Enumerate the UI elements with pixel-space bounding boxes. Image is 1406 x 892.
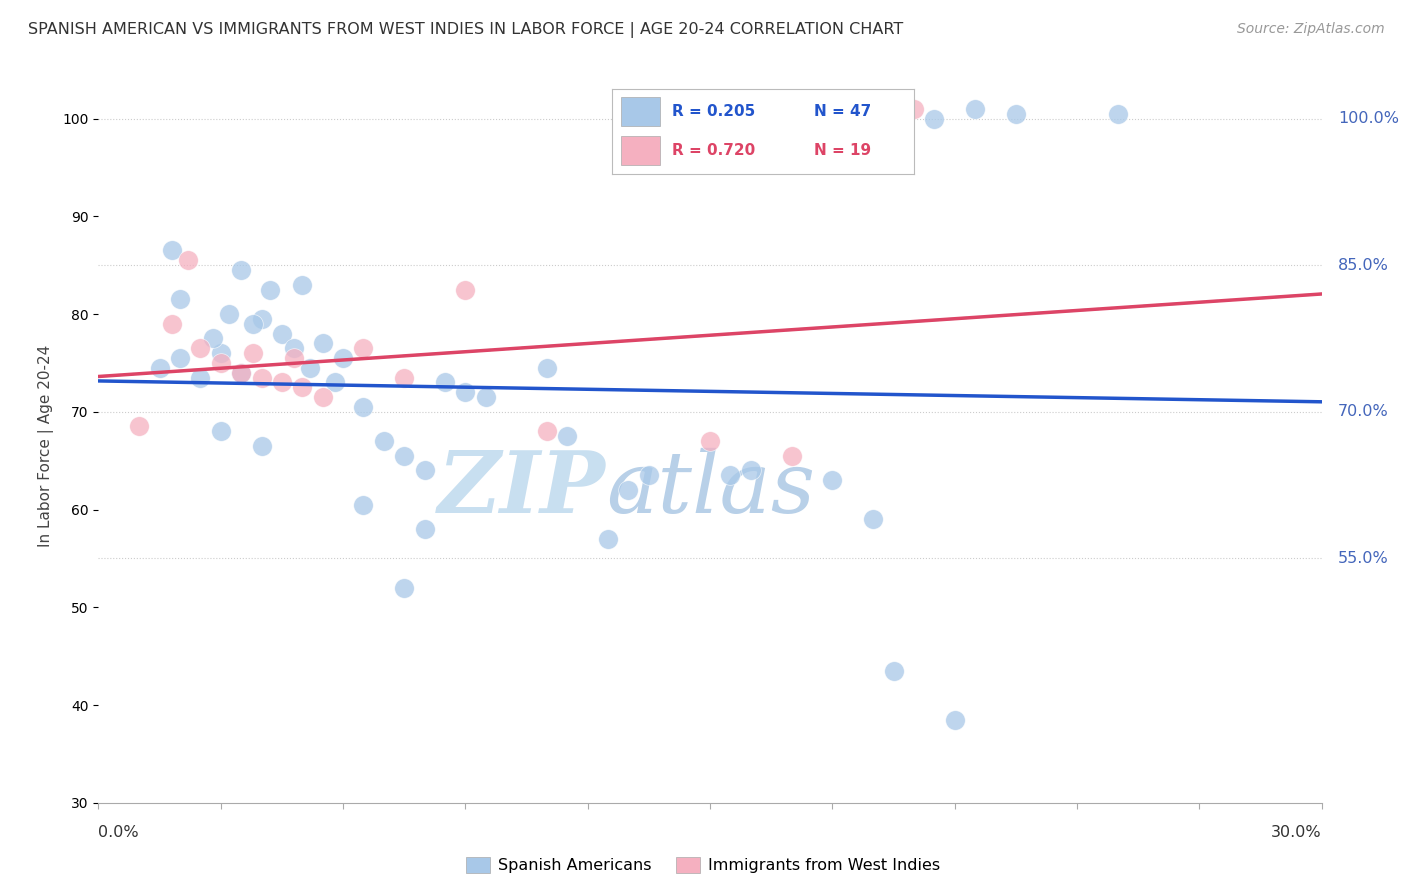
Point bbox=[231, 366, 253, 380]
Point bbox=[740, 463, 762, 477]
Y-axis label: In Labor Force | Age 20-24: In Labor Force | Age 20-24 bbox=[38, 345, 53, 547]
Point bbox=[242, 346, 264, 360]
Point bbox=[242, 317, 264, 331]
Point bbox=[883, 664, 905, 678]
Text: N = 47: N = 47 bbox=[814, 104, 872, 120]
Text: R = 0.205: R = 0.205 bbox=[672, 104, 755, 120]
Point bbox=[312, 390, 335, 404]
Point bbox=[392, 581, 416, 595]
Point bbox=[177, 253, 200, 268]
Point bbox=[413, 463, 436, 477]
Point bbox=[188, 341, 212, 355]
Point bbox=[555, 429, 579, 443]
Point bbox=[218, 307, 240, 321]
Point bbox=[209, 425, 232, 439]
Point bbox=[259, 283, 281, 297]
Point bbox=[922, 112, 945, 126]
Point bbox=[392, 449, 416, 463]
Point bbox=[270, 326, 294, 341]
Point bbox=[201, 331, 224, 345]
Point bbox=[332, 351, 354, 365]
Point bbox=[392, 370, 416, 384]
Point bbox=[312, 336, 335, 351]
Point bbox=[283, 351, 305, 365]
Point bbox=[1004, 106, 1026, 120]
Point bbox=[231, 263, 253, 277]
Point bbox=[231, 366, 253, 380]
Point bbox=[965, 102, 987, 116]
Point bbox=[699, 434, 721, 449]
Point bbox=[209, 346, 232, 360]
Point bbox=[352, 400, 374, 414]
Point bbox=[209, 356, 232, 370]
Text: R = 0.720: R = 0.720 bbox=[672, 143, 755, 158]
Point bbox=[433, 376, 456, 390]
Text: 100.0%: 100.0% bbox=[1339, 111, 1399, 126]
Text: N = 19: N = 19 bbox=[814, 143, 872, 158]
Point bbox=[291, 380, 314, 394]
Point bbox=[718, 468, 742, 483]
Point bbox=[160, 244, 183, 258]
Text: 0.0%: 0.0% bbox=[98, 825, 139, 840]
Point bbox=[299, 360, 322, 375]
Point bbox=[454, 283, 477, 297]
Text: 30.0%: 30.0% bbox=[1271, 825, 1322, 840]
Bar bbox=[620, 136, 659, 165]
Point bbox=[250, 312, 273, 326]
Text: atlas: atlas bbox=[606, 448, 815, 530]
Point bbox=[862, 512, 884, 526]
Point bbox=[270, 376, 294, 390]
Point bbox=[373, 434, 395, 449]
Point bbox=[637, 468, 661, 483]
Point bbox=[291, 277, 314, 292]
Text: ZIP: ZIP bbox=[439, 447, 606, 531]
Text: 55.0%: 55.0% bbox=[1339, 551, 1389, 566]
Point bbox=[413, 522, 436, 536]
Point bbox=[780, 449, 803, 463]
Text: 70.0%: 70.0% bbox=[1339, 404, 1389, 419]
Point bbox=[128, 419, 150, 434]
Point bbox=[352, 498, 374, 512]
Point bbox=[943, 713, 966, 727]
Point bbox=[250, 439, 273, 453]
Point bbox=[617, 483, 640, 497]
Point bbox=[454, 385, 477, 400]
Legend: Spanish Americans, Immigrants from West Indies: Spanish Americans, Immigrants from West … bbox=[460, 850, 946, 880]
Point bbox=[283, 341, 305, 355]
Point bbox=[169, 351, 191, 365]
Text: SPANISH AMERICAN VS IMMIGRANTS FROM WEST INDIES IN LABOR FORCE | AGE 20-24 CORRE: SPANISH AMERICAN VS IMMIGRANTS FROM WEST… bbox=[28, 22, 904, 38]
Point bbox=[352, 341, 374, 355]
Bar bbox=[620, 97, 659, 127]
Point bbox=[903, 102, 925, 116]
Point bbox=[169, 293, 191, 307]
Point bbox=[536, 425, 558, 439]
Point bbox=[536, 360, 558, 375]
Point bbox=[160, 317, 183, 331]
Point bbox=[596, 532, 619, 546]
Text: 85.0%: 85.0% bbox=[1339, 258, 1389, 273]
Point bbox=[1107, 106, 1129, 120]
Text: Source: ZipAtlas.com: Source: ZipAtlas.com bbox=[1237, 22, 1385, 37]
Point bbox=[188, 370, 212, 384]
Point bbox=[474, 390, 498, 404]
Point bbox=[149, 360, 172, 375]
Point bbox=[821, 473, 844, 487]
Point bbox=[250, 370, 273, 384]
Point bbox=[323, 376, 346, 390]
